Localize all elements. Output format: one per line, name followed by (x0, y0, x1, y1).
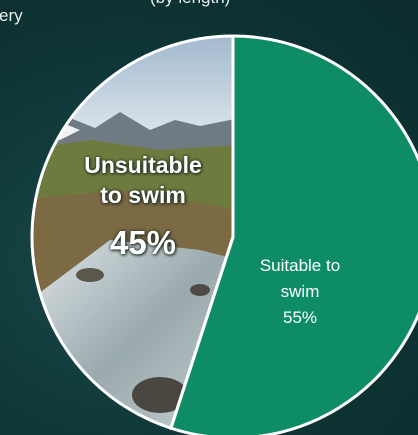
slice-value-label: 45% (73, 224, 213, 262)
page: {"chart_data": {"type": "pie", "texts": … (0, 0, 418, 435)
slice-label: Unsuitable to swim (73, 150, 213, 210)
header-text: (by length) (150, 0, 230, 8)
slice-value-label: 55% (240, 305, 360, 331)
header-text: ery (0, 6, 23, 26)
slice-label: Suitable to swim (240, 253, 360, 305)
chart (0, 0, 418, 435)
